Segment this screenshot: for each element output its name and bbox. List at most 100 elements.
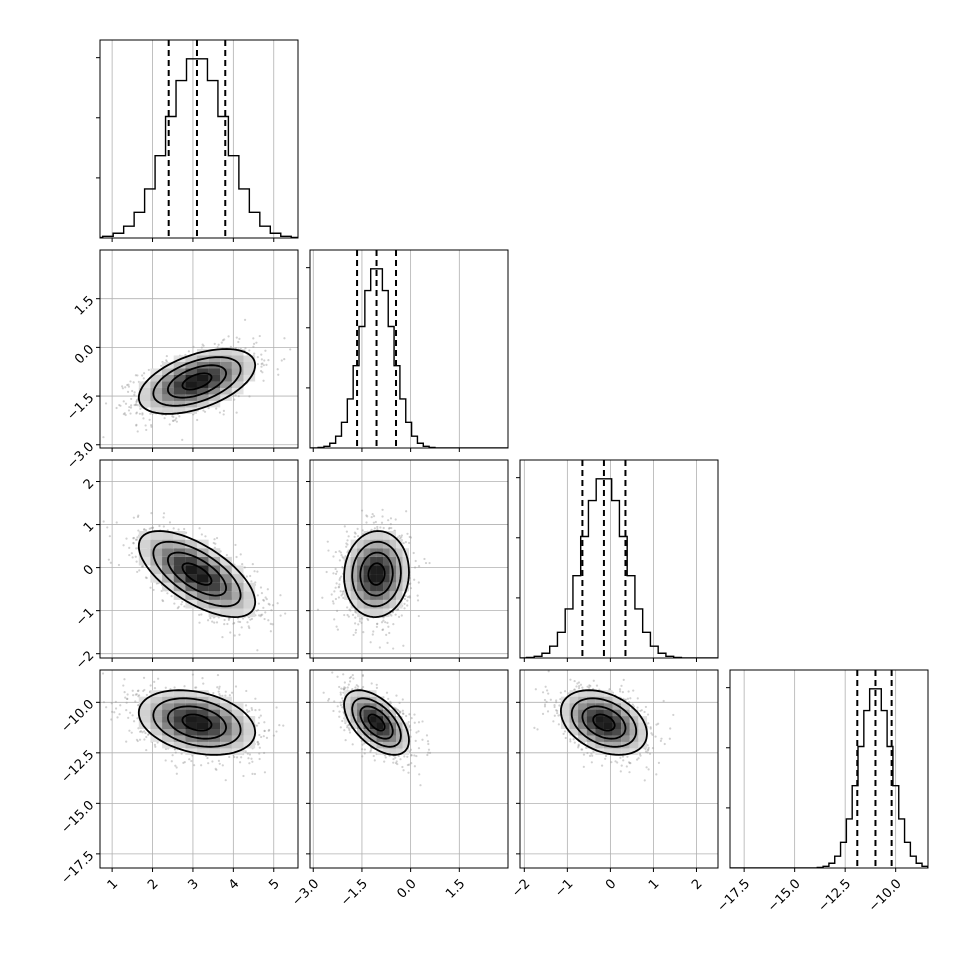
sample-point (172, 415, 175, 419)
sample-point (133, 393, 136, 396)
sample-point (261, 362, 264, 365)
sample-point (358, 620, 361, 623)
density-cell (402, 574, 409, 583)
sample-point (217, 343, 220, 346)
sample-point (162, 525, 165, 528)
sample-point (389, 517, 393, 520)
sample-point (207, 762, 210, 765)
density-cell (383, 574, 390, 583)
density-cell (220, 355, 232, 362)
sample-point (257, 602, 260, 605)
sample-point (115, 521, 118, 524)
sample-point (283, 358, 286, 361)
sample-point (154, 745, 157, 748)
sample-point (132, 516, 135, 519)
density-cell (370, 556, 377, 566)
sample-point (142, 372, 146, 375)
density-cell (350, 548, 358, 557)
sample-point (138, 412, 141, 415)
sample-point (386, 621, 389, 624)
sample-point (380, 621, 384, 624)
sample-point (321, 596, 324, 599)
sample-point (402, 542, 405, 545)
sample-point (264, 596, 267, 599)
density-cell (162, 539, 174, 549)
sample-point (417, 581, 420, 584)
density-cell (383, 531, 390, 540)
density-cell (196, 574, 209, 583)
density-cell (208, 387, 221, 395)
sample-point (165, 354, 168, 358)
sample-point (409, 536, 412, 539)
density-cell (363, 608, 371, 618)
sample-point (181, 438, 184, 441)
sample-point (365, 521, 368, 524)
sample-point (200, 613, 203, 616)
density-cell (208, 394, 221, 401)
sample-point (261, 371, 264, 374)
sample-point (191, 754, 194, 757)
sample-point (196, 418, 199, 422)
sample-point (408, 595, 411, 598)
density-cell (231, 591, 244, 600)
contour-line (367, 562, 386, 586)
sample-point (175, 420, 178, 423)
density-cell (357, 539, 364, 549)
sample-point (333, 618, 336, 621)
density-cell (220, 556, 232, 566)
sample-point (265, 598, 268, 601)
density-cell (383, 565, 390, 575)
density-cell (243, 582, 256, 592)
sample-point (198, 621, 201, 624)
sample-point (397, 615, 401, 618)
sample-point (346, 543, 349, 546)
density-cell (185, 565, 197, 575)
sample-point (352, 633, 355, 637)
density-cell (173, 407, 186, 414)
density-cell (208, 374, 221, 382)
sample-point (141, 413, 144, 416)
sample-point (252, 337, 255, 340)
sample-point (385, 633, 388, 636)
sample-point (234, 394, 237, 397)
sample-point (142, 689, 145, 693)
sample-point (346, 539, 349, 542)
density-cell (376, 599, 384, 609)
density-cell (220, 387, 232, 395)
sample-point (341, 566, 344, 569)
sample-point (261, 613, 264, 616)
sample-point (333, 590, 336, 593)
sample-point (135, 424, 138, 427)
sample-point (135, 560, 138, 563)
density-cell (220, 374, 232, 382)
density-cell (389, 556, 397, 566)
sample-point (170, 760, 173, 763)
density-cell (383, 599, 390, 609)
sample-point (246, 621, 249, 624)
sample-point (206, 619, 210, 622)
density-cell (220, 349, 232, 356)
sample-point (243, 566, 246, 569)
sample-point (263, 617, 266, 621)
sample-point (341, 590, 344, 593)
density-cell (357, 582, 364, 592)
sample-point (334, 586, 337, 589)
sample-point (198, 613, 201, 616)
density-cell (363, 565, 371, 575)
density-cell (162, 400, 174, 408)
sample-point (173, 602, 176, 605)
sample-point (334, 550, 337, 554)
sample-point (134, 374, 138, 377)
density-cell (350, 591, 358, 600)
sample-point (402, 644, 405, 647)
density-cell (185, 556, 197, 566)
sample-point (150, 425, 153, 428)
density-cell (150, 387, 163, 395)
x-tick-label: −15.0 (765, 876, 804, 915)
sample-point (341, 592, 344, 596)
sample-point (403, 597, 407, 601)
panel-frame (519, 459, 719, 659)
sample-point (345, 545, 348, 548)
sample-point (347, 535, 350, 538)
density-cell (196, 400, 209, 408)
